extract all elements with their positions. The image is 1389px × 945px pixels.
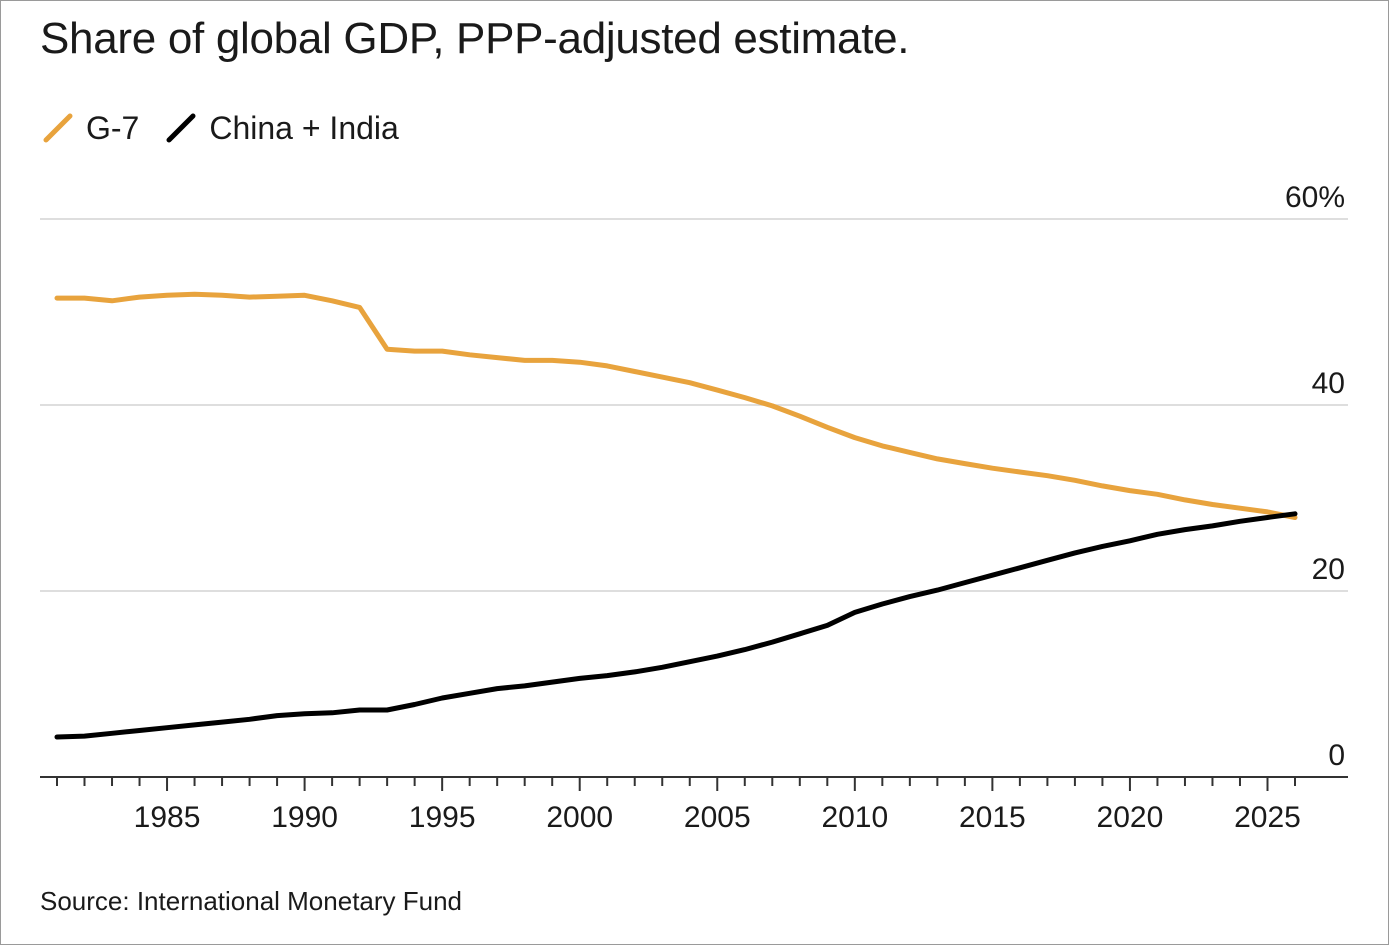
legend-item-china-india: China + India (163, 109, 399, 147)
x-tick-label-1990: 1990 (271, 801, 338, 834)
legend-label-china-india: China + India (209, 109, 399, 146)
legend-swatch-china-india-icon (166, 113, 196, 143)
chart-title: Share of global GDP, PPP-adjusted estima… (40, 14, 910, 63)
legend: G-7 China + India (40, 108, 423, 148)
y-tick-label-60: 60% (1285, 181, 1345, 214)
legend-item-g7: G-7 (40, 110, 139, 147)
y-tick-label-0: 0 (1328, 739, 1345, 772)
legend-swatch-g7-icon (43, 113, 73, 143)
x-tick-label-2010: 2010 (821, 801, 888, 834)
series-line-china-india (54, 511, 1298, 740)
x-tick-label-2020: 2020 (1097, 801, 1164, 834)
legend-label-g7: G-7 (86, 109, 140, 146)
x-tick-label-2000: 2000 (546, 801, 613, 834)
x-tick-label-2025: 2025 (1234, 801, 1301, 834)
x-tick-label-1995: 1995 (409, 801, 476, 834)
series-line-g7 (54, 291, 1298, 520)
y-tick-label-40: 40 (1312, 367, 1345, 400)
x-tick-label-2015: 2015 (959, 801, 1026, 834)
source-note: Source: International Monetary Fund (40, 886, 463, 916)
x-tick-label-1985: 1985 (134, 801, 201, 834)
y-tick-label-20: 20 (1312, 553, 1345, 586)
x-tick-label-2005: 2005 (684, 801, 751, 834)
